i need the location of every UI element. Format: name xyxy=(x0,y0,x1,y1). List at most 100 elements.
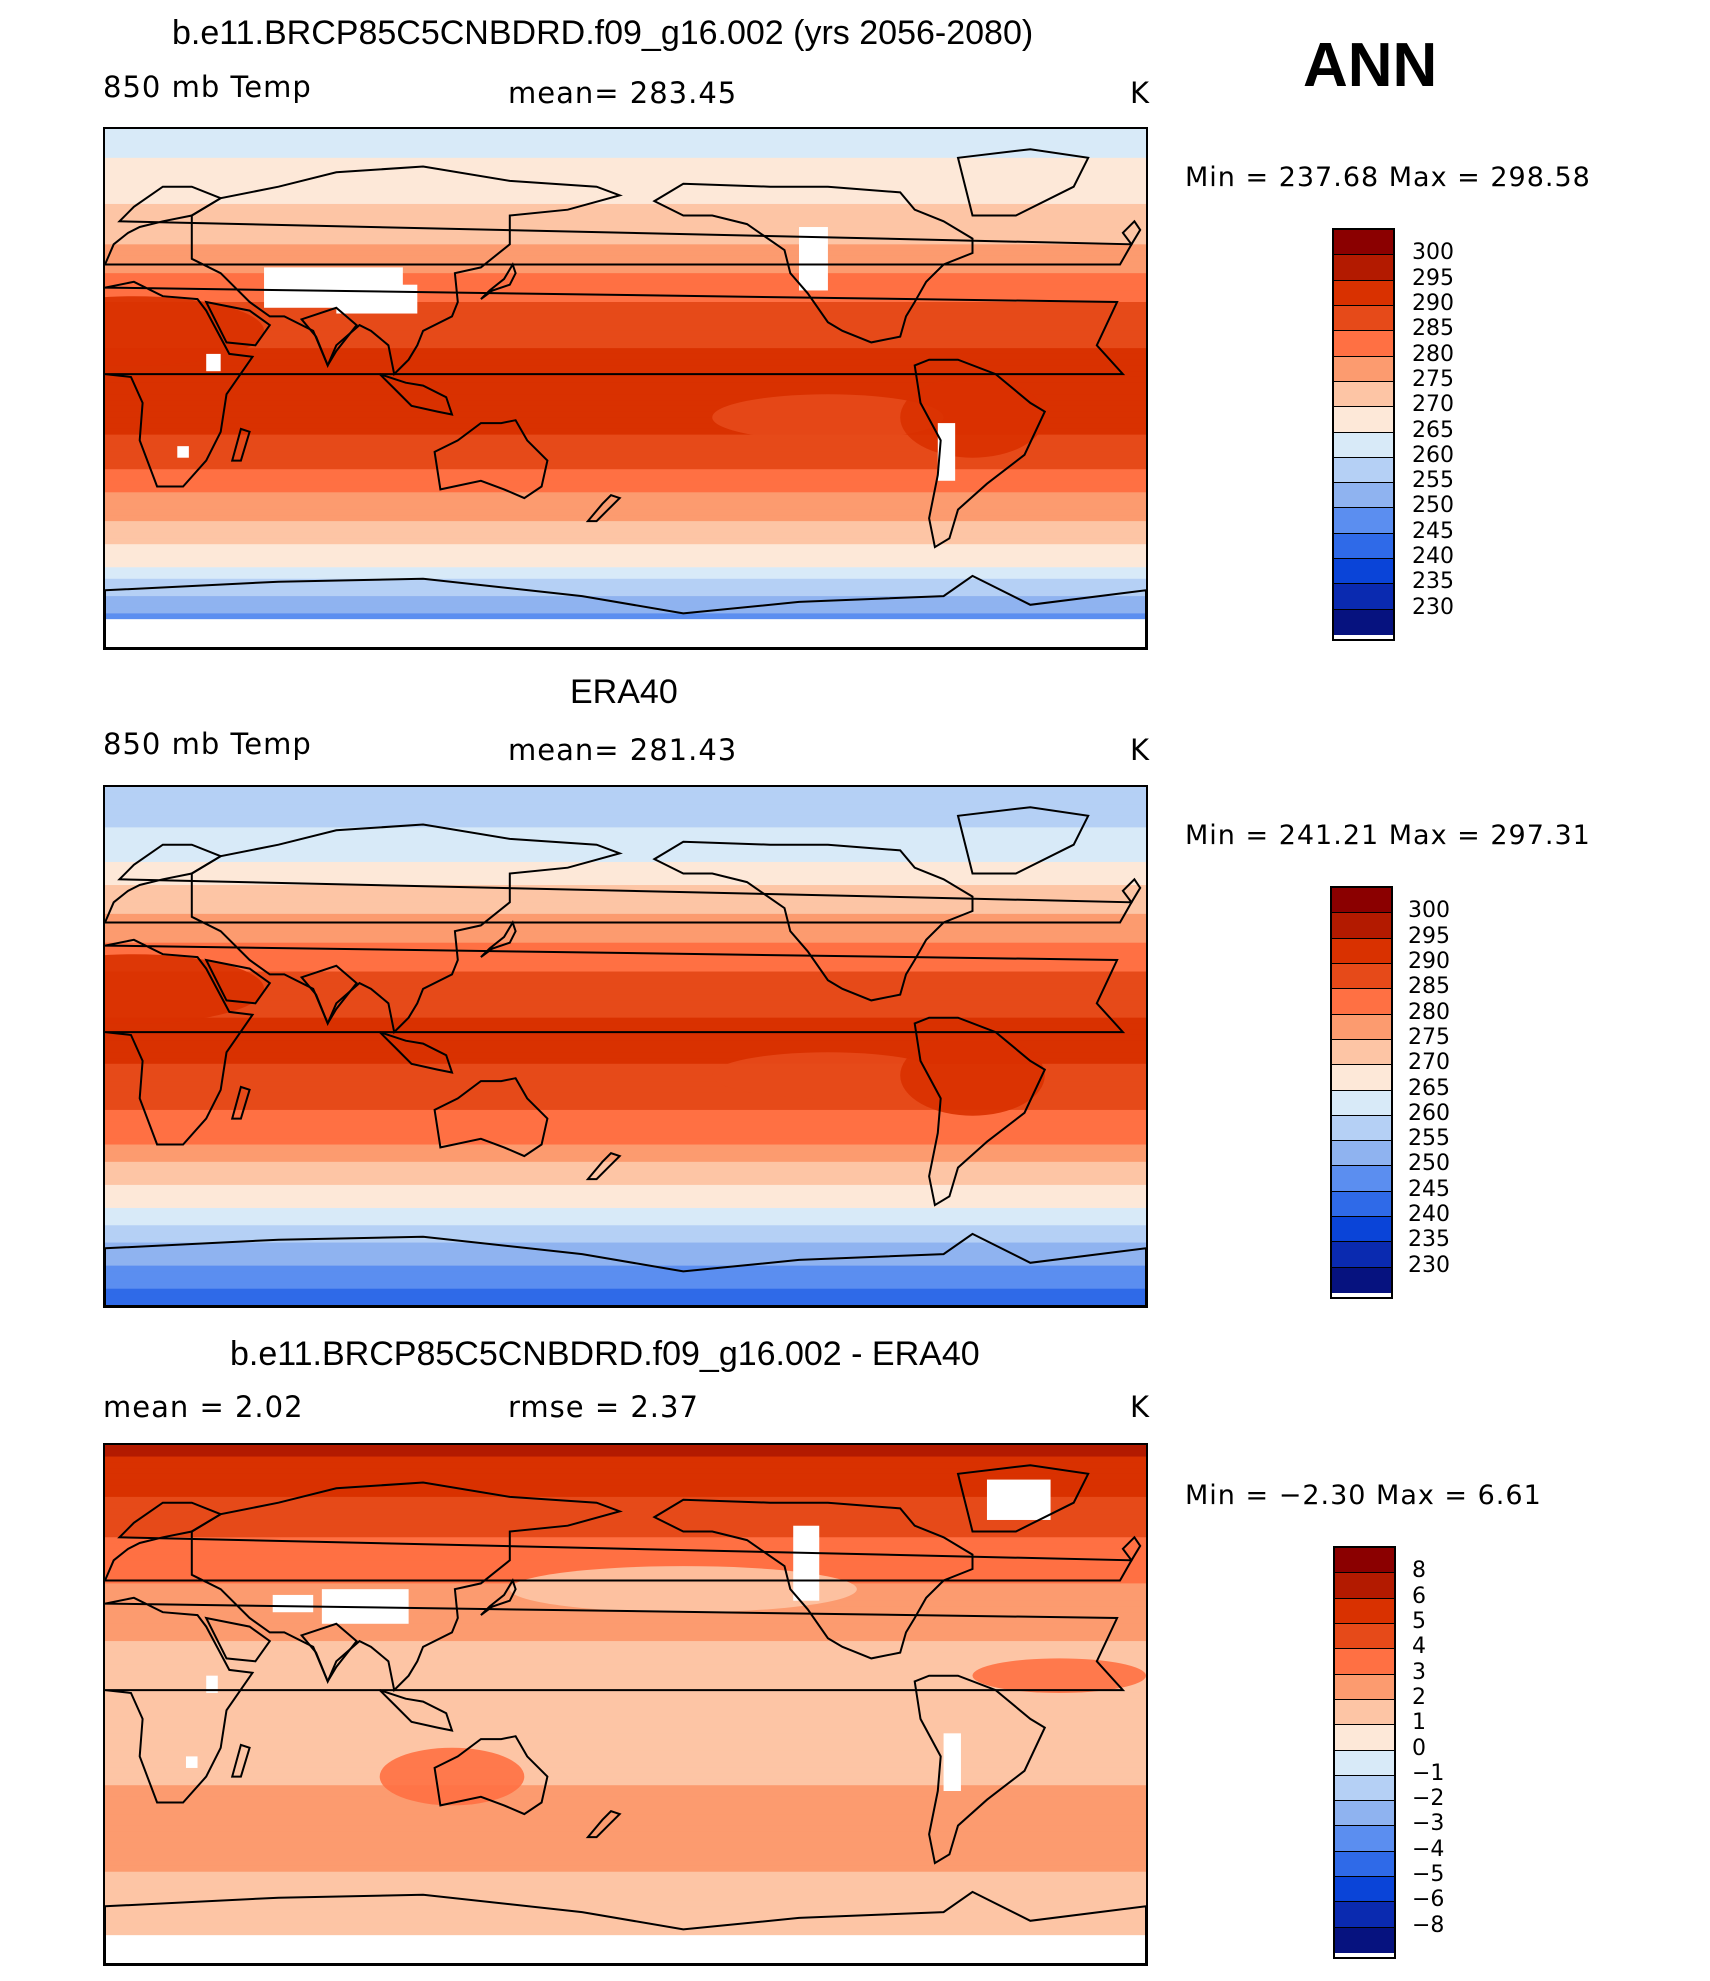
colorbar-tick-label: 230 xyxy=(1412,594,1454,620)
field-band xyxy=(105,902,1146,909)
colorbar-tick-label: −1 xyxy=(1412,1760,1445,1786)
colorbar-box xyxy=(1332,913,1391,939)
field-band xyxy=(105,1265,1146,1272)
field-band xyxy=(105,1629,1146,1636)
masked-antarctica xyxy=(105,619,1146,648)
field-band xyxy=(105,1877,1146,1884)
coastline-arabia xyxy=(204,958,272,1005)
field-band xyxy=(105,861,1146,869)
colorbar-box xyxy=(1334,305,1393,332)
field-band xyxy=(105,492,1146,499)
field-band xyxy=(105,896,1146,903)
colorbar-tick-label: 285 xyxy=(1412,316,1454,342)
field-band xyxy=(105,1669,1146,1677)
colorbar-box xyxy=(1335,1801,1394,1827)
colorbar-box xyxy=(1332,1267,1391,1293)
colorbar-tick-label: −3 xyxy=(1412,1811,1445,1837)
colorbar-tick-label: 230 xyxy=(1408,1252,1450,1278)
field-band xyxy=(105,607,1146,614)
field-band xyxy=(105,810,1146,817)
field-band xyxy=(105,1236,1146,1244)
field-band xyxy=(105,1138,1146,1146)
field-band xyxy=(105,411,1146,418)
colorbar-box xyxy=(1335,1725,1394,1751)
panel3-map xyxy=(103,1443,1148,1966)
masked-region xyxy=(793,1525,820,1601)
field-band xyxy=(105,342,1146,349)
field-band xyxy=(105,1508,1146,1515)
field-band xyxy=(105,983,1146,990)
field-band xyxy=(105,1537,1146,1544)
field-band xyxy=(105,180,1146,188)
field-band xyxy=(105,1485,1146,1492)
field-band xyxy=(105,879,1146,886)
field-band xyxy=(105,1109,1146,1117)
field-band xyxy=(105,382,1146,390)
field-band xyxy=(105,428,1146,436)
coastline-nz xyxy=(585,1810,622,1839)
field-band xyxy=(105,555,1146,563)
field-band xyxy=(105,365,1146,372)
field-band xyxy=(105,1161,1146,1169)
field-band xyxy=(105,960,1146,967)
masked-region xyxy=(206,353,221,372)
colorbar-tick-label: 280 xyxy=(1412,341,1454,367)
field-band xyxy=(105,169,1146,176)
field-band xyxy=(105,821,1146,828)
field-band xyxy=(105,273,1146,280)
field-band xyxy=(105,232,1146,240)
colorbar-tick-label: 265 xyxy=(1412,417,1454,443)
coastline-uk xyxy=(1121,219,1142,247)
coastline-indonesia xyxy=(378,1689,454,1732)
colorbar-tick-label: 0 xyxy=(1412,1735,1426,1761)
field-band xyxy=(105,613,1146,620)
colorbar-tick-label: 245 xyxy=(1412,518,1454,544)
field-anomaly xyxy=(712,1052,944,1099)
colorbar-tick-label: 260 xyxy=(1412,442,1454,468)
field-band xyxy=(105,284,1146,292)
colorbar-tick-label: 295 xyxy=(1412,265,1454,291)
field-band xyxy=(105,601,1146,609)
field-band xyxy=(105,1854,1146,1861)
panel2-map xyxy=(103,785,1148,1308)
coastline-australia xyxy=(433,419,549,500)
field-band xyxy=(105,1865,1146,1873)
colorbar-tick-label: −6 xyxy=(1412,1887,1445,1913)
field-band xyxy=(105,977,1146,984)
field-band xyxy=(105,296,1146,303)
panel2-title: ERA40 xyxy=(570,673,678,711)
colorbar-box xyxy=(1334,255,1393,281)
field-band xyxy=(105,1912,1146,1919)
field-band xyxy=(105,278,1146,286)
field-band xyxy=(105,908,1146,915)
colorbar-tick-label: 260 xyxy=(1408,1100,1450,1126)
field-band xyxy=(105,1011,1146,1019)
field-band xyxy=(105,1023,1146,1030)
colorbar-tick-label: 255 xyxy=(1408,1126,1450,1152)
field-band xyxy=(105,1814,1146,1821)
field-band xyxy=(105,267,1146,274)
field-band xyxy=(105,1560,1146,1567)
field-band xyxy=(105,1479,1146,1486)
colorbar-tick-label: 270 xyxy=(1412,392,1454,418)
field-band xyxy=(105,1785,1146,1792)
colorbar-tick-label: 245 xyxy=(1408,1176,1450,1202)
coastline-n_america xyxy=(652,840,974,1002)
field-band xyxy=(105,1767,1146,1775)
field-band xyxy=(105,302,1146,309)
field-band xyxy=(105,1923,1146,1930)
field-band xyxy=(105,1681,1146,1688)
field-band xyxy=(105,942,1146,950)
coastline-europe xyxy=(105,185,1134,266)
masked-region xyxy=(185,1756,198,1768)
panel1-mean-label: mean= 283.45 xyxy=(508,76,738,110)
field-band xyxy=(105,1167,1146,1174)
field-band xyxy=(105,1179,1146,1186)
field-band xyxy=(105,1219,1146,1226)
colorbar-tick-label: 285 xyxy=(1408,974,1450,1000)
field-band xyxy=(105,850,1146,857)
colorbar-tick-label: 275 xyxy=(1412,366,1454,392)
field-band xyxy=(105,1525,1146,1533)
field-band xyxy=(105,1300,1146,1306)
colorbar-box xyxy=(1335,1699,1394,1726)
